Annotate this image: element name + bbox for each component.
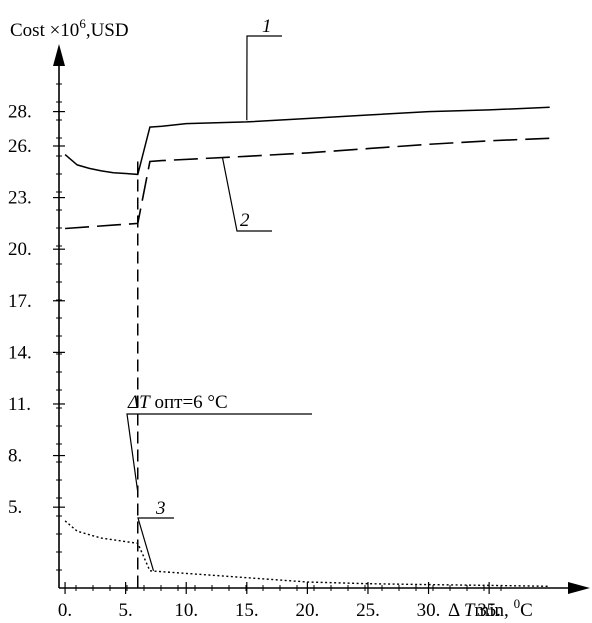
x-axis-title-prefix: Δ xyxy=(448,600,464,621)
y-tick-label: 20. xyxy=(8,239,32,260)
x-tick-label: 0. xyxy=(58,600,72,621)
x-axis-title-var: T xyxy=(464,600,476,621)
leader-lines xyxy=(126,35,312,571)
optimum-leader xyxy=(126,413,312,493)
y-axis-title-exponent: 6 xyxy=(79,16,86,31)
y-tick-label: 26. xyxy=(8,136,32,157)
y-tick-label: 23. xyxy=(8,188,32,209)
y-tick-label: 5. xyxy=(8,497,22,518)
series-3-leader xyxy=(137,517,174,571)
y-axis-arrow xyxy=(53,44,65,66)
series-2-leader xyxy=(221,157,272,232)
x-axis-title-sub: min, xyxy=(475,600,514,621)
y-tick-label: 28. xyxy=(8,102,32,123)
x-tick-label: 25. xyxy=(356,600,380,621)
series-2-line xyxy=(65,137,550,230)
y-axis-title-unit: ,USD xyxy=(86,20,129,41)
series-1-line xyxy=(64,106,550,176)
y-tick-label: 11. xyxy=(8,394,31,415)
y-tick-label: 8. xyxy=(8,446,22,467)
series-3-label: 3 xyxy=(155,498,166,519)
x-axis-title-exponent: 0 xyxy=(514,596,521,611)
y-axis-title: Cost ×106,USD xyxy=(10,16,129,41)
x-tick-label: 15. xyxy=(235,600,259,621)
tick-labels: 5. 8. 11. 14. 17. 20. 23. 26. 28. 0. 5. 10. 15. 20. 25… xyxy=(8,102,501,621)
series-lines xyxy=(64,106,550,588)
series-3-line xyxy=(64,520,550,587)
x-tick-label: 20. xyxy=(296,600,320,621)
series-2-label: 2 xyxy=(240,210,250,231)
y-tick-label: 17. xyxy=(8,291,32,312)
x-tick-label: 30. xyxy=(417,600,441,621)
y-tick-label: 14. xyxy=(8,342,32,363)
x-axis-title-unit: C xyxy=(520,600,533,621)
optimum-annotation: ΔT опт=6 °C xyxy=(127,392,228,413)
x-tick-label: 35. xyxy=(477,600,501,621)
x-axis-title: Δ Tmin, 0C xyxy=(448,596,533,621)
optimum-annotation-rest: опт=6 °C xyxy=(150,392,228,413)
y-axis-title-text: Cost ×10 xyxy=(10,20,79,41)
x-tick-label: 10. xyxy=(174,600,198,621)
series-1-leader xyxy=(246,35,282,121)
series-1-label: 1 xyxy=(262,16,272,37)
x-axis-arrow xyxy=(568,582,590,594)
x-tick-label: 5. xyxy=(119,600,133,621)
optimum-annotation-var: ΔT xyxy=(127,392,151,413)
axes xyxy=(53,44,590,594)
